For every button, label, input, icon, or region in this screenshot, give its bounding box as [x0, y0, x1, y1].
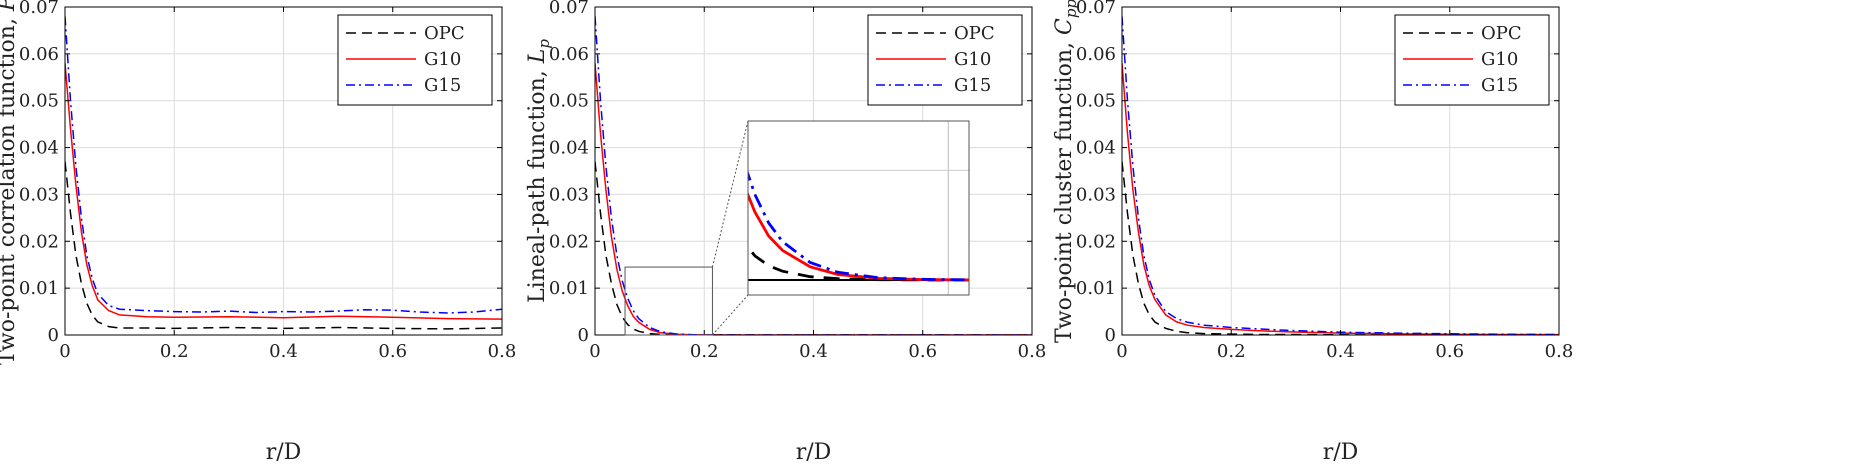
chart-middle: 0 0.2 0.4 0.6 0.8 0 0.01 0.02 0.03 0.04 0.05 0.06 0.…	[525, 0, 1047, 465]
y-axis-label: Lineal-path function, Lp	[525, 39, 553, 303]
y-axis-label-text: Two-point cluster function,	[1052, 35, 1077, 343]
y-tick-label: 0.02	[19, 231, 59, 252]
y-axis-label-symbol: C	[1052, 18, 1077, 35]
y-tick-label: 0.06	[1076, 44, 1116, 65]
y-tick-label: 0.04	[549, 138, 589, 159]
y-tick-label: 0.04	[1076, 138, 1116, 159]
legend-label-g10: G10	[1481, 49, 1518, 70]
y-axis-label-text: Two-point correlation function,	[0, 11, 20, 365]
chart-left: 0 0.2 0.4 0.6 0.8 0 0.01 0.02 0.03 0.04 0.05 0.06 0.…	[0, 0, 516, 465]
legend-label-opc: OPC	[954, 23, 995, 44]
legend-label-g10: G10	[954, 49, 991, 70]
y-tick-label: 0.04	[19, 138, 59, 159]
series-line-g15	[595, 16, 1032, 335]
y-axis-label-symbol: P	[0, 0, 20, 12]
y-tick-label: 0	[578, 325, 589, 346]
x-tick-label: 0.8	[1018, 341, 1047, 362]
legend-label-opc: OPC	[424, 23, 465, 44]
y-tick-label: 0.01	[549, 278, 589, 299]
chart-right: 0 0.2 0.4 0.6 0.8 0 0.01 0.02 0.03 0.04 0.05 0.06 0.…	[1052, 0, 1573, 465]
series-line-g10	[65, 63, 502, 320]
legend-box	[337, 14, 493, 106]
legend-label-g10: G10	[424, 49, 461, 70]
y-tick-label: 0.02	[1076, 231, 1116, 252]
legend-label-g15: G15	[424, 75, 461, 96]
zoom-region-box	[624, 266, 713, 336]
y-tick-label: 0.06	[549, 44, 589, 65]
y-tick-label: 0.05	[549, 91, 589, 112]
legend-label-opc: OPC	[1481, 23, 1522, 44]
legend-box	[867, 14, 1023, 106]
x-axis-label: r/D	[1323, 440, 1359, 465]
x-tick-label: 0.8	[488, 341, 517, 362]
x-tick-label: 0.2	[690, 341, 719, 362]
x-tick-label: 0.4	[269, 341, 298, 362]
zoom-connector	[712, 294, 749, 336]
y-tick-label: 0.01	[1076, 278, 1116, 299]
x-axis-label: r/D	[266, 440, 302, 465]
x-tick-label: 0	[1116, 341, 1127, 362]
zoom-connector	[711, 120, 749, 268]
y-tick-label: 0.02	[549, 231, 589, 252]
y-tick-label: 0.05	[19, 91, 59, 112]
y-tick-label: 0.07	[19, 0, 59, 18]
y-axis-label-subscript: p	[535, 39, 553, 49]
legend-box	[1394, 14, 1550, 106]
y-tick-label: 0.07	[549, 0, 589, 18]
y-tick-label: 0.06	[19, 44, 59, 65]
y-axis-label-subscript: pp	[1062, 0, 1080, 18]
y-tick-label: 0.07	[1076, 0, 1116, 18]
y-tick-label: 0	[48, 325, 59, 346]
x-tick-label: 0.2	[1217, 341, 1246, 362]
y-axis-label: Two-point correlation function, Ppp	[0, 0, 23, 365]
series-line-opc	[65, 161, 502, 330]
x-tick-label: 0.2	[160, 341, 189, 362]
x-tick-label: 0.4	[799, 341, 828, 362]
x-tick-label: 0.4	[1326, 341, 1355, 362]
inset-series-opc	[748, 244, 969, 282]
series-line-opc	[595, 161, 1032, 335]
inset-background	[748, 121, 969, 295]
y-axis-label-text: Lineal-path function,	[525, 63, 550, 303]
x-axis-label: r/D	[796, 440, 832, 465]
y-tick-label: 0	[1105, 325, 1116, 346]
x-tick-label: 0.6	[378, 341, 407, 362]
x-tick-label: 0	[59, 341, 70, 362]
series-line-g10	[595, 63, 1032, 335]
y-tick-label: 0.03	[19, 184, 59, 205]
x-tick-label: 0.6	[908, 341, 937, 362]
legend-label-g15: G15	[954, 75, 991, 96]
x-tick-label: 0.6	[1435, 341, 1464, 362]
y-axis-label: Two-point cluster function, Cpp	[1052, 0, 1080, 343]
x-tick-label: 0.8	[1545, 341, 1574, 362]
series-line-g15	[1122, 16, 1559, 335]
legend-label-g15: G15	[1481, 75, 1518, 96]
inset-series-g10	[748, 191, 969, 282]
inset-series-g15	[748, 169, 969, 282]
series-line-g15	[65, 16, 502, 314]
y-tick-label: 0.03	[1076, 184, 1116, 205]
x-tick-label: 0	[589, 341, 600, 362]
y-axis-label-symbol: L	[525, 49, 550, 65]
y-tick-label: 0.05	[1076, 91, 1116, 112]
inset-axes	[747, 120, 970, 296]
y-tick-label: 0.03	[549, 184, 589, 205]
inset-frame	[747, 120, 970, 296]
y-tick-label: 0.01	[19, 278, 59, 299]
